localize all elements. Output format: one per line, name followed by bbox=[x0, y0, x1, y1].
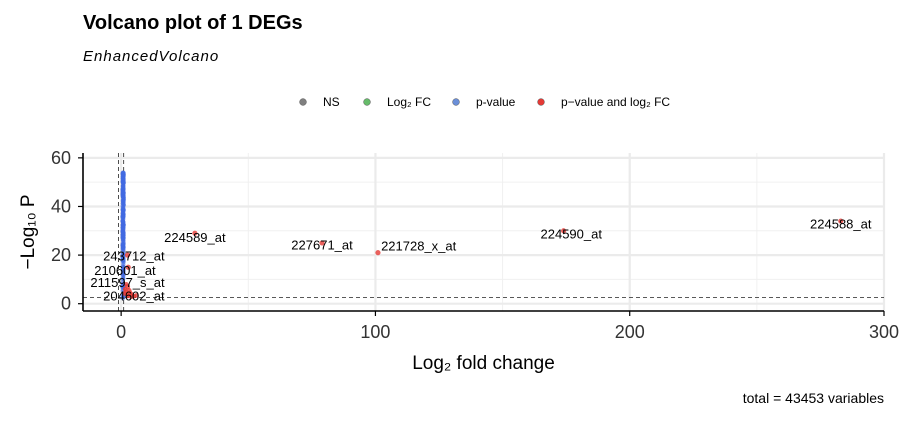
labeled-point bbox=[561, 228, 567, 234]
legend-swatch bbox=[452, 98, 460, 106]
labeled-point bbox=[192, 230, 198, 236]
legend-label: p−value and log₂ FC bbox=[561, 95, 670, 109]
sig-point bbox=[134, 293, 139, 298]
point-label: 211597_s_at bbox=[90, 275, 165, 290]
pvalue-point bbox=[121, 236, 126, 241]
y-tick-label: 0 bbox=[61, 294, 71, 314]
pvalue-point bbox=[121, 184, 126, 190]
pvalue-point bbox=[121, 224, 126, 230]
pvalue-point bbox=[120, 176, 126, 181]
pvalue-point bbox=[120, 194, 126, 199]
x-tick-label: 100 bbox=[360, 322, 390, 342]
point-label: 224590_at bbox=[541, 226, 603, 241]
pvalue-point bbox=[120, 242, 126, 247]
sig-point bbox=[122, 291, 128, 296]
point-label: 221728_x_at bbox=[381, 239, 457, 254]
legend-swatch bbox=[537, 98, 545, 106]
pvalue-point bbox=[121, 294, 126, 300]
axes bbox=[82, 153, 884, 312]
point-label: 243712_at bbox=[103, 248, 165, 263]
pvalue-point bbox=[120, 257, 125, 263]
legend-label: Log₂ FC bbox=[387, 95, 431, 109]
labeled-point bbox=[128, 293, 134, 300]
y-tick-label: 40 bbox=[51, 196, 71, 216]
point-label: 224589_at bbox=[164, 230, 226, 245]
pvalue-point bbox=[121, 197, 126, 203]
tick-labels: 0 100 200 300 0 20 40 60 bbox=[51, 148, 899, 342]
chart-title: Volcano plot of 1 DEGs bbox=[83, 12, 303, 34]
labeled-point bbox=[124, 284, 131, 290]
y-tick-label: 20 bbox=[51, 245, 71, 265]
labeled-point bbox=[125, 264, 131, 270]
pvalue-point bbox=[121, 171, 126, 176]
legend: NS Log₂ FC p-value p−value and log₂ FC bbox=[299, 95, 670, 109]
x-tick-label: 0 bbox=[116, 322, 126, 342]
y-tick-label: 60 bbox=[51, 148, 71, 168]
legend-swatch bbox=[299, 98, 307, 106]
pvalue-point bbox=[121, 248, 126, 253]
pvalue-point bbox=[121, 272, 126, 278]
legend-label: p-value bbox=[476, 95, 516, 109]
pvalue-point bbox=[120, 214, 125, 219]
pvalue-point bbox=[121, 266, 126, 272]
x-tick-label: 300 bbox=[869, 322, 899, 342]
legend-label: NS bbox=[323, 95, 340, 109]
pvalue-point bbox=[120, 252, 126, 258]
x-tick-label: 200 bbox=[615, 322, 645, 342]
labeled-point bbox=[124, 252, 131, 258]
caption: total = 43453 variables bbox=[742, 390, 884, 406]
chart-subtitle: EnhancedVolcano bbox=[83, 48, 220, 65]
legend-swatch bbox=[363, 98, 371, 106]
point-labels: 224588_at 224590_at 224589_at 227671_at 2217… bbox=[90, 217, 871, 304]
point-label: 210601_at bbox=[94, 263, 156, 278]
point-label: 227671_at bbox=[291, 237, 353, 252]
point-label: 204602_at bbox=[103, 288, 165, 303]
data-points bbox=[120, 170, 844, 301]
labeled-point bbox=[319, 240, 325, 246]
pvalue-point bbox=[121, 190, 126, 195]
labeled-point bbox=[838, 218, 844, 224]
pvalue-point bbox=[121, 262, 126, 267]
point-label: 224588_at bbox=[810, 217, 872, 232]
y-axis-label: −Log₁₀ P bbox=[18, 194, 39, 269]
labeled-point bbox=[375, 250, 381, 256]
plot-panel bbox=[83, 153, 884, 311]
x-axis-label: Log₂ fold change bbox=[412, 353, 555, 374]
pvalue-point bbox=[120, 207, 125, 212]
